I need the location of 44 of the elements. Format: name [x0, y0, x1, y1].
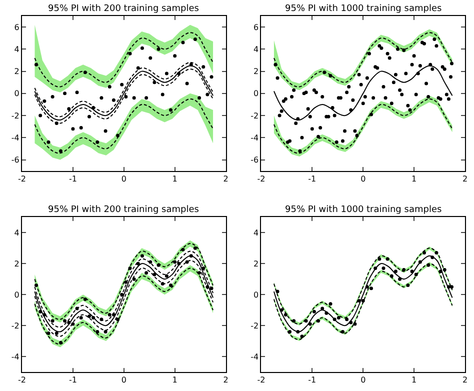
y-tick-label: -6: [250, 156, 259, 165]
x-tick-label: 2: [223, 174, 228, 184]
x-tick-label: 1: [412, 376, 417, 385]
y-tick-label: -4: [250, 352, 259, 362]
y-tick-label: 0: [14, 290, 20, 300]
x-tick-label: -1: [308, 376, 316, 385]
y-tick-label: -4: [250, 133, 259, 142]
x-tick-label: 1: [172, 174, 178, 184]
x-tick-label: 0: [360, 174, 366, 184]
x-tick-label: 1: [172, 376, 178, 385]
x-tick-label: 0: [121, 174, 126, 184]
chart-title: 95% PI with 1000 training samples: [285, 205, 442, 215]
y-tick-label: 2: [14, 259, 20, 268]
y-tick-label: 0: [14, 89, 20, 98]
y-tick-label: 4: [254, 44, 259, 54]
y-tick-label: 4: [254, 228, 259, 238]
y-tick-label: 2: [254, 259, 259, 268]
y-tick-label: -2: [250, 111, 259, 120]
chart-title: 95% PI with 200 training samples: [48, 4, 200, 14]
y-tick-label: -2: [11, 321, 20, 330]
y-tick-label: -6: [11, 156, 20, 165]
x-tick-label: 1: [412, 174, 417, 184]
x-tick-label: -1: [68, 174, 77, 184]
x-tick-label: -1: [308, 174, 316, 184]
x-tick-label: 2: [462, 376, 468, 385]
y-tick-label: 4: [14, 228, 20, 238]
x-tick-label: -1: [68, 376, 77, 385]
y-tick-label: 0: [254, 89, 259, 98]
y-tick-label: 4: [14, 44, 20, 54]
x-tick-label: 2: [462, 174, 468, 184]
y-tick-label: -4: [11, 133, 20, 142]
x-tick-label: 0: [360, 376, 366, 385]
y-tick-label: 2: [254, 67, 259, 76]
y-tick-label: -4: [11, 352, 20, 362]
y-tick-label: -2: [250, 321, 259, 330]
y-tick-label: 6: [14, 22, 20, 32]
y-tick-label: 2: [14, 67, 20, 76]
y-tick-label: 6: [254, 22, 259, 32]
y-tick-label: -2: [11, 111, 20, 120]
x-tick-label: 2: [223, 376, 228, 385]
chart-title: 95% PI with 1000 training samples: [285, 4, 442, 14]
chart-title: 95% PI with 200 training samples: [48, 205, 200, 215]
x-tick-label: 0: [121, 376, 126, 385]
y-tick-label: 0: [254, 290, 259, 300]
